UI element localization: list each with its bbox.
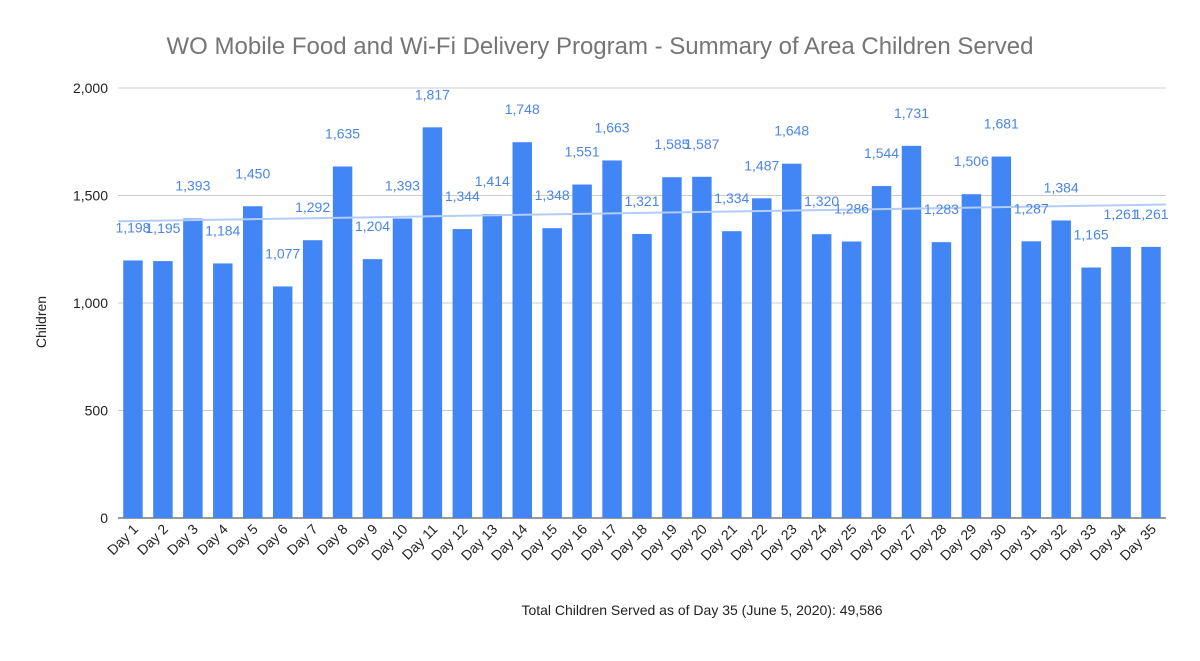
data-label: 1,393 (175, 178, 210, 194)
bar (572, 184, 592, 518)
bar (961, 194, 982, 518)
bars (123, 127, 1161, 519)
data-label: 1,635 (325, 125, 360, 141)
bar (1051, 220, 1071, 518)
x-tick-label: Day 3 (164, 521, 201, 558)
data-label: 1,292 (295, 199, 330, 215)
data-label: 1,077 (265, 245, 300, 261)
data-label: 1,587 (684, 136, 719, 152)
x-tick-label: Day 6 (254, 521, 291, 558)
y-tick-label: 2,000 (73, 80, 108, 96)
x-tick-label: Day 7 (284, 521, 321, 558)
data-label: 1,748 (505, 101, 540, 117)
bar (243, 206, 263, 518)
data-label: 1,344 (445, 188, 480, 204)
bar (632, 233, 652, 519)
bar (692, 176, 712, 519)
bar (482, 213, 503, 519)
bar (542, 228, 562, 518)
y-axis-title: Children (33, 296, 49, 348)
data-label: 1,198 (115, 219, 150, 235)
bar (392, 218, 413, 518)
data-label: 1,184 (205, 222, 240, 238)
y-tick-label: 0 (100, 510, 108, 526)
data-label: 1,681 (984, 116, 1019, 132)
y-tick-label: 1,000 (73, 295, 108, 311)
bar (662, 177, 682, 518)
bar (752, 198, 772, 519)
x-tick-label: Day 2 (134, 521, 171, 558)
data-label: 1,384 (1044, 179, 1079, 195)
chart-title: WO Mobile Food and Wi-Fi Delivery Progra… (167, 33, 1034, 60)
bar (1021, 241, 1041, 519)
data-label: 1,261 (1134, 206, 1169, 222)
bar (302, 240, 323, 518)
x-axis-title: Total Children Served as of Day 35 (June… (521, 602, 882, 618)
y-tick-label: 500 (85, 403, 109, 419)
data-label: 1,544 (864, 145, 899, 161)
x-tick-label: Day 5 (224, 521, 261, 558)
data-label: 1,320 (804, 193, 839, 209)
data-label: 1,731 (894, 105, 929, 121)
data-label: 1,487 (744, 157, 779, 173)
bar (1111, 246, 1131, 518)
bar (272, 286, 293, 518)
data-label: 1,165 (1074, 227, 1109, 243)
bar (362, 259, 383, 518)
x-tick-label: Day 8 (314, 521, 351, 558)
bar (991, 156, 1012, 518)
bar (153, 261, 173, 518)
data-label: 1,348 (535, 187, 570, 203)
data-label: 1,287 (1014, 200, 1049, 216)
trendline (117, 203, 1167, 223)
bar (452, 229, 473, 519)
data-label: 1,663 (595, 119, 630, 135)
bar (602, 160, 622, 518)
bar (722, 231, 742, 518)
data-label: 1,321 (624, 193, 659, 209)
data-label: 1,551 (565, 144, 600, 160)
data-label: 1,585 (654, 136, 689, 152)
bar (123, 260, 143, 518)
data-label: 1,334 (714, 190, 749, 206)
data-label: 1,204 (355, 218, 390, 234)
bar (811, 234, 832, 518)
data-label: 1,283 (924, 201, 959, 217)
bar (1081, 267, 1101, 518)
data-label: 1,286 (834, 201, 869, 217)
trendline-group (117, 203, 1167, 223)
bar (213, 263, 233, 518)
bar (841, 241, 862, 518)
bar (931, 242, 952, 518)
bar (781, 163, 802, 518)
x-tick-label: Day 4 (194, 521, 231, 558)
data-label: 1,450 (235, 165, 270, 181)
data-label: 1,506 (954, 153, 989, 169)
x-tick-label: Day 1 (104, 521, 141, 558)
bar (332, 166, 353, 518)
data-label: 1,648 (774, 123, 809, 139)
bar (512, 142, 532, 518)
data-label: 1,817 (415, 86, 450, 102)
bar (901, 145, 922, 518)
y-axis: 0 500 1,000 1,500 2,000 (73, 80, 108, 526)
data-label: 1,261 (1104, 206, 1139, 222)
bar (1141, 246, 1161, 518)
data-label: 1,414 (475, 173, 510, 189)
bar (183, 218, 203, 518)
data-label: 1,393 (385, 178, 420, 194)
bar (871, 186, 892, 519)
y-tick-label: 1,500 (73, 188, 108, 204)
data-label: 1,195 (145, 220, 180, 236)
bar (422, 127, 443, 518)
